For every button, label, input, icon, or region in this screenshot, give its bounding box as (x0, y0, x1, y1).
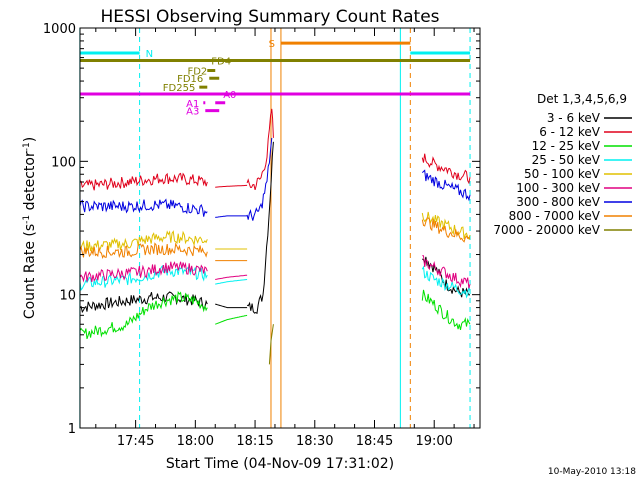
series-3-6-kev (79, 141, 471, 315)
flag-label-fd2: FD2 (187, 67, 207, 78)
series-line-3-6-kev (215, 303, 248, 309)
flag-label-a3: A3 (186, 107, 199, 118)
x-tick-label: 18:45 (356, 434, 393, 449)
series-6-12-kev (79, 108, 471, 191)
y-axis-label: Count Rate (s-1 detector-1) (22, 137, 38, 319)
series-layer (79, 108, 471, 365)
series-line-25-50-kev (421, 265, 471, 299)
series-line-300-800-kev (79, 198, 208, 217)
y-tick-label: 10 (59, 289, 76, 304)
series-line-7000-20000-kev (268, 324, 274, 365)
series-line-12-25-kev (421, 289, 471, 331)
y-tick-label: 1 (68, 422, 76, 437)
series-line-100-300-kev (422, 255, 471, 289)
legend-label-300-800-kev: 300 - 800 keV (516, 195, 600, 209)
legend-label-100-300-kev: 100 - 300 keV (516, 181, 600, 195)
series-7000-20000-kev (268, 324, 274, 365)
y-axis: 1 10 100 1000 (43, 22, 480, 437)
flag-label-s: S (269, 39, 275, 50)
legend-label-50-100-kev: 50 - 100 keV (524, 167, 601, 181)
x-tick-label: 18:00 (177, 434, 214, 449)
chart-title: HESSI Observing Summary Count Rates (100, 7, 439, 27)
series-12-25-kev (79, 289, 471, 340)
series-line-3-6-kev (246, 141, 274, 315)
y-tick-label: 100 (51, 155, 76, 170)
series-line-300-800-kev (246, 137, 273, 221)
series-line-6-12-kev (215, 184, 248, 188)
series-line-100-300-kev (215, 274, 248, 280)
series-line-6-12-kev (79, 172, 208, 191)
date-stamp: 10-May-2010 13:18 (548, 467, 636, 477)
series-line-12-25-kev (79, 290, 208, 340)
legend-label-800-7000-kev: 800 - 7000 keV (509, 209, 601, 223)
series-line-800-7000-kev (79, 242, 208, 259)
series-line-300-800-kev (421, 169, 471, 202)
series-line-300-800-kev (215, 215, 248, 218)
x-axis-label: Start Time (04-Nov-09 17:31:02) (166, 456, 394, 472)
flag-label-a0: A0 (223, 90, 236, 101)
series-line-100-300-kev (79, 261, 208, 283)
x-tick-label: 19:00 (415, 434, 452, 449)
legend-title: Det 1,3,4,5,6,9 (537, 92, 627, 106)
series-line-12-25-kev (215, 314, 248, 325)
series-line-50-100-kev (421, 211, 471, 241)
legend-label-12-25-kev: 12 - 25 keV (532, 139, 601, 153)
plot-frame (79, 27, 481, 429)
x-tick-label: 18:30 (296, 434, 333, 449)
series-line-800-7000-kev (421, 217, 471, 243)
x-tick-label: 18:15 (236, 434, 273, 449)
legend-label-25-50-kev: 25 - 50 keV (532, 153, 601, 167)
flag-label-fd4: FD4 (211, 57, 231, 68)
legend-label-6-12-kev: 6 - 12 keV (539, 125, 601, 139)
legend-label-7000-20000-kev: 7000 - 20000 keV (493, 223, 600, 237)
flag-label-n: N (146, 49, 153, 60)
series-line-25-50-kev (215, 279, 248, 285)
series-line-6-12-kev (421, 153, 471, 185)
flag-label-fd16: FD16 (177, 74, 203, 85)
series-line-6-12-kev (246, 108, 274, 191)
x-tick-label: 17:45 (117, 434, 154, 449)
x-axis: 17:45 18:00 18:15 18:30 18:45 19:00 (95, 28, 475, 449)
flag-label-a1: A1 (186, 99, 199, 110)
flag-label-fd255: FD255 (163, 83, 196, 94)
legend-label-3-6-kev: 3 - 6 keV (547, 111, 601, 125)
y-tick-label: 1000 (43, 22, 76, 37)
series-100-300-kev (79, 255, 471, 289)
series-50-100-kev (79, 211, 471, 253)
series-800-7000-kev (79, 217, 471, 262)
series-line-50-100-kev (79, 230, 208, 253)
series-300-800-kev (79, 137, 471, 221)
